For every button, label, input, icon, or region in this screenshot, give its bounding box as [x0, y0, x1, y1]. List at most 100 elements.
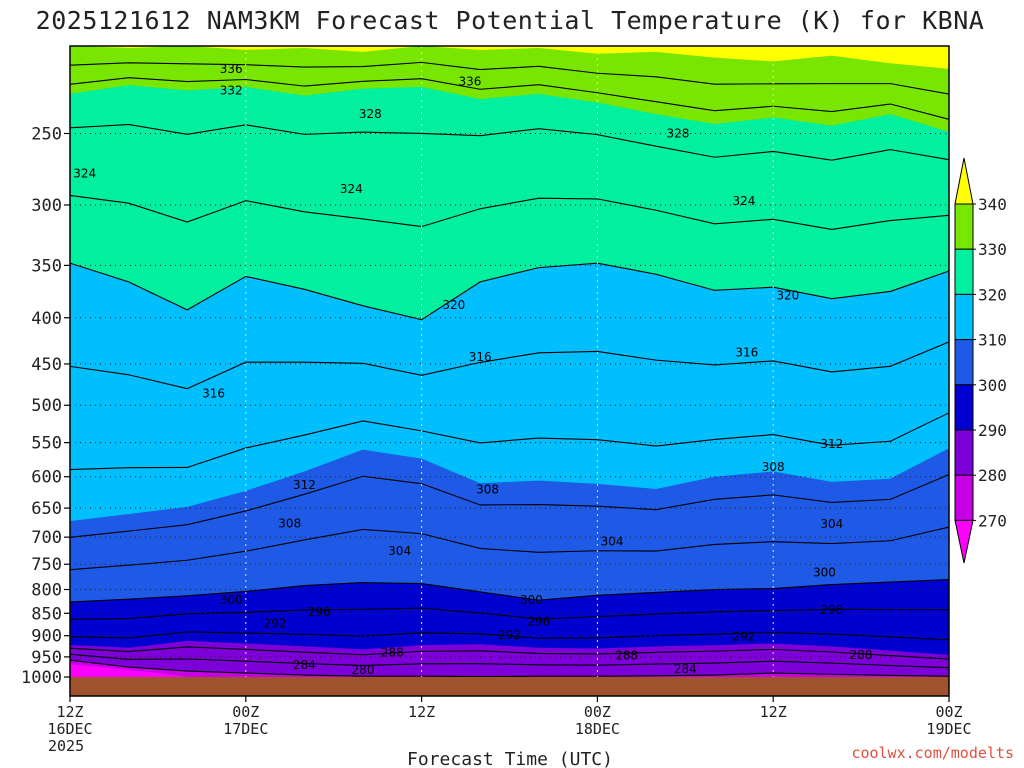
isentrope-336: [69, 61, 950, 95]
isentrope-316: [69, 341, 950, 390]
x-axis-label: Forecast Time (UTC): [407, 749, 613, 768]
y-tick-label: 500: [31, 396, 62, 416]
x-tick-label: 2025: [48, 737, 84, 755]
colorbar-segment: [954, 248, 974, 295]
colorbar-label: 300: [978, 376, 1007, 395]
x-tick-label: 00Z: [232, 703, 259, 721]
isentrope-296: [69, 607, 950, 620]
contour-label: 292: [732, 630, 755, 644]
colorbar-label: 330: [978, 240, 1007, 259]
colorbar-segment: [954, 293, 974, 341]
y-tick-label: 750: [31, 555, 62, 575]
contour-label: 300: [813, 565, 836, 579]
y-tick-label: 550: [31, 434, 62, 454]
contour-label: 320: [776, 289, 799, 303]
contour-label: 292: [498, 628, 521, 642]
colorbar-segment: [954, 474, 974, 521]
contour-label: 296: [527, 614, 550, 628]
colorbar-arrow-top: [954, 157, 974, 205]
contour-label: 328: [359, 107, 382, 121]
contour-label: 312: [293, 478, 316, 492]
contour-label: 288: [615, 649, 638, 663]
x-tick-label: 12Z: [408, 703, 435, 721]
colorbar-label: 270: [978, 511, 1007, 530]
isentrope-280: [69, 659, 950, 678]
contour-label: 324: [732, 194, 755, 208]
x-tick-label: 19DEC: [926, 720, 971, 738]
y-tick-label: 300: [31, 196, 62, 216]
y-tick-label: 350: [31, 256, 62, 276]
potential-temperature-layers: [70, 46, 949, 677]
layer-below-290: [70, 640, 949, 677]
y-tick-label: 450: [31, 355, 62, 375]
colorbar-label: 290: [978, 421, 1007, 440]
contour-label: 288: [850, 648, 873, 662]
contour-label: 308: [762, 460, 785, 474]
y-tick-label: 850: [31, 604, 62, 624]
contour-label: 320: [442, 298, 465, 312]
isentrope-contours: [69, 61, 950, 678]
contour-label: 288: [381, 646, 404, 660]
contour-label: 316: [469, 350, 492, 364]
colorbar-label: 310: [978, 331, 1007, 350]
chart-title: 2025121612 NAM3KM Forecast Potential Tem…: [36, 6, 985, 35]
contour-label: 304: [388, 544, 411, 558]
contour-label: 324: [73, 167, 96, 181]
x-tick-label: 16DEC: [47, 720, 92, 738]
contour-label: 298: [820, 603, 843, 617]
contour-label: 328: [667, 126, 690, 140]
isentrope-292: [69, 631, 950, 641]
isentrope-308: [69, 474, 950, 538]
colorbar-segment: [954, 339, 974, 386]
isentrope-312: [69, 412, 950, 471]
surface-ground: [70, 677, 949, 696]
contour-label: 336: [220, 62, 243, 76]
contour-label: 312: [820, 437, 843, 451]
y-tick-label: 400: [31, 309, 62, 329]
x-tick-label: 00Z: [935, 703, 962, 721]
isentrope-320: [69, 262, 950, 321]
contour-label: 296: [308, 605, 331, 619]
contour-label: 280: [352, 663, 375, 677]
y-tick-label: 950: [31, 648, 62, 668]
y-tick-label: 650: [31, 499, 62, 519]
x-tick-label: 18DEC: [575, 720, 620, 738]
contour-label: 336: [458, 75, 481, 89]
colorbar-label: 340: [978, 195, 1007, 214]
contour-label: 332: [220, 83, 243, 97]
isentrope-300: [69, 579, 950, 603]
contour-label: 324: [340, 182, 363, 196]
contour-label: 292: [264, 616, 287, 630]
isentrope-288: [69, 646, 950, 660]
contour-label: 316: [202, 386, 225, 400]
colorbar-label: 320: [978, 285, 1007, 304]
pressure-axis: 250 300 350 400 450 500 550 600 650 700 750 800 850 9…: [21, 124, 70, 688]
colorbar-segment: [954, 203, 974, 250]
isentrope-304: [69, 526, 950, 571]
isentrope-332: [69, 77, 950, 120]
contour-label: 308: [278, 516, 301, 530]
x-tick-label: 12Z: [760, 703, 787, 721]
layer-below-270: [70, 664, 188, 677]
colorbar: 340 330 320 310 300 290 280 270: [954, 157, 1007, 564]
colorbar-label: 280: [978, 466, 1007, 485]
plot-frame: [69, 45, 950, 697]
contour-label: 300: [220, 593, 243, 607]
plot-area: 336 336 332 328 328 324 324 324 320 320 316 316 316 3…: [69, 45, 950, 697]
contour-label: 304: [820, 517, 843, 531]
isentrope-328: [69, 123, 950, 161]
y-tick-label: 900: [31, 627, 62, 647]
x-tick-label: 00Z: [584, 703, 611, 721]
colorbar-segment: [954, 384, 974, 431]
contour-label: 300: [520, 593, 543, 607]
contour-label: 284: [674, 662, 697, 676]
contour-label: 304: [601, 535, 624, 549]
colorbar-arrow-bottom: [954, 519, 974, 564]
y-tick-label: 250: [31, 124, 62, 144]
y-tick-label: 1000: [21, 668, 62, 688]
y-tick-label: 700: [31, 528, 62, 548]
colorbar-segment: [954, 429, 974, 476]
contour-label: 284: [293, 658, 316, 672]
